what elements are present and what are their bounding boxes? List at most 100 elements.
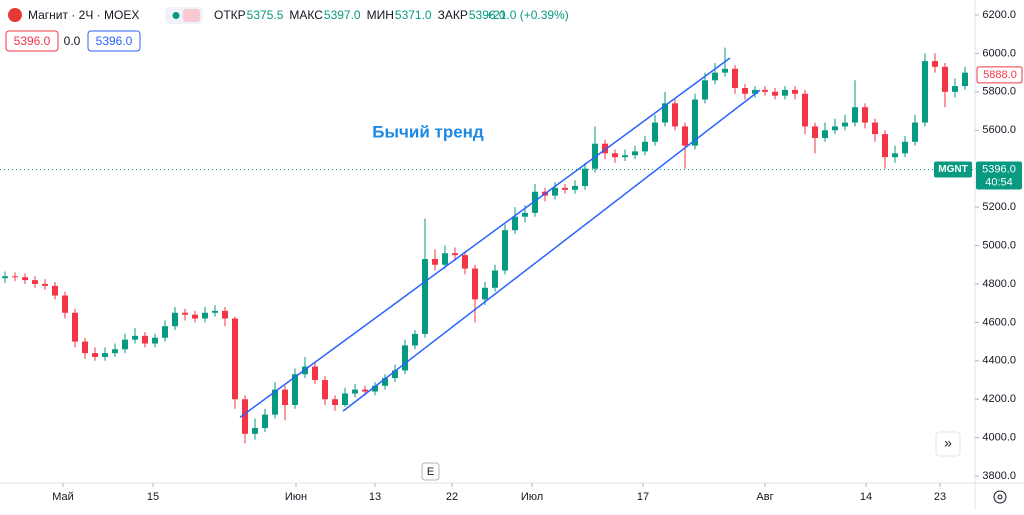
- y-tick-label: 6000.0: [982, 47, 1016, 59]
- ohlc-value: 5375.5: [247, 8, 284, 22]
- candle-body: [842, 122, 848, 127]
- scroll-button[interactable]: [935, 431, 961, 457]
- candle-body: [32, 280, 38, 284]
- candle-body: [472, 268, 478, 300]
- candle-body: [92, 353, 98, 357]
- candle-body: [762, 89, 768, 92]
- ohlc-value: 5396.0: [469, 8, 506, 22]
- x-tick-label: 15: [147, 491, 159, 503]
- ohlc-label: ОТКР: [214, 8, 246, 22]
- candle-body: [622, 155, 628, 158]
- candle-body: [512, 216, 518, 231]
- symbol: Магнит · 2Ч · MOEX: [28, 8, 139, 22]
- candle-body: [952, 86, 958, 92]
- candle-body: [632, 151, 638, 156]
- candle-body: [122, 339, 128, 350]
- candle-body: [142, 335, 148, 344]
- candle-body: [342, 393, 348, 405]
- settings-button[interactable]: [993, 490, 1007, 504]
- candle-body: [172, 312, 178, 327]
- y-tick-label: 4000.0: [982, 432, 1016, 444]
- candle-body: [102, 353, 108, 357]
- candle-body: [932, 61, 938, 67]
- candle-body: [782, 89, 788, 96]
- candle-body: [132, 335, 138, 340]
- candle-body: [792, 89, 798, 94]
- candle-body: [232, 318, 238, 400]
- candle-body: [862, 107, 868, 123]
- candle-body: [222, 310, 228, 319]
- ohlc-label: МИН: [367, 8, 394, 22]
- candle-body: [702, 80, 708, 100]
- ohlc-value: 5371.0: [395, 8, 432, 22]
- annotation: Бычий тренд: [372, 122, 484, 141]
- candle-body: [262, 414, 268, 429]
- candle-body: [832, 126, 838, 131]
- candle-body: [282, 389, 288, 405]
- x-tick-label: Июл: [521, 491, 543, 503]
- candle-body: [722, 68, 728, 73]
- candle-body: [162, 326, 168, 338]
- plot: [0, 47, 975, 444]
- y-tick-label: 6200.0: [982, 9, 1016, 21]
- candle-body: [432, 258, 438, 265]
- value-box[interactable]: [5, 30, 59, 52]
- candle-body: [922, 61, 928, 123]
- candle-body: [502, 230, 508, 271]
- x-tick-label: 14: [860, 491, 872, 503]
- candle-body: [642, 141, 648, 152]
- candle-body: [742, 87, 748, 94]
- candle-body: [242, 399, 248, 434]
- candle-body: [422, 258, 428, 334]
- candle-body: [872, 122, 878, 135]
- candle-body: [372, 385, 378, 392]
- market-open-dot: [172, 12, 180, 19]
- candle-body: [62, 295, 68, 313]
- ohlc-label: ЗАКР: [438, 8, 468, 22]
- candle-body: [352, 389, 358, 394]
- candle-body: [12, 276, 18, 278]
- value-box[interactable]: [87, 30, 141, 52]
- candle-body: [362, 389, 368, 392]
- value-box-text: 0.0: [64, 34, 81, 48]
- candle-body: [292, 374, 298, 405]
- candle-body: [192, 314, 198, 319]
- delay-icon: [183, 9, 200, 22]
- y-tick-label: 5000.0: [982, 239, 1016, 251]
- candle-body: [82, 341, 88, 354]
- candle-body: [752, 89, 758, 94]
- last-price-box: [976, 161, 1022, 190]
- y-tick-label: 4600.0: [982, 316, 1016, 328]
- y-tick-label: 5600.0: [982, 124, 1016, 136]
- candle-body: [852, 107, 858, 123]
- candle-body: [312, 366, 318, 381]
- candle-body: [692, 99, 698, 146]
- x-tick-label: 22: [446, 491, 458, 503]
- candle-body: [112, 349, 118, 354]
- scroll-icon: »: [944, 435, 952, 451]
- candle-body: [392, 370, 398, 379]
- candle-body: [812, 126, 818, 138]
- candle-body: [712, 72, 718, 81]
- candle-body: [662, 103, 668, 123]
- value-box-text: 5396.0: [14, 34, 51, 48]
- candle-body: [382, 378, 388, 386]
- candle-body: [562, 187, 568, 190]
- candle-body: [612, 153, 618, 158]
- y-tick-label: 5200.0: [982, 201, 1016, 213]
- candle-body: [682, 126, 688, 146]
- candle-body: [452, 253, 458, 256]
- candle-body: [152, 337, 158, 344]
- x-tick-label: Авг: [756, 491, 773, 503]
- candle-body: [882, 134, 888, 158]
- candle-body: [582, 168, 588, 186]
- candle-body: [902, 141, 908, 154]
- events-button[interactable]: [421, 462, 440, 481]
- candle-body: [532, 191, 538, 213]
- x-tick-label: 23: [934, 491, 946, 503]
- candle-body: [822, 130, 828, 138]
- change: +21.0 (+0.39%): [486, 8, 569, 22]
- candle-body: [402, 345, 408, 371]
- candle-body: [942, 66, 948, 92]
- trendline: [239, 57, 731, 418]
